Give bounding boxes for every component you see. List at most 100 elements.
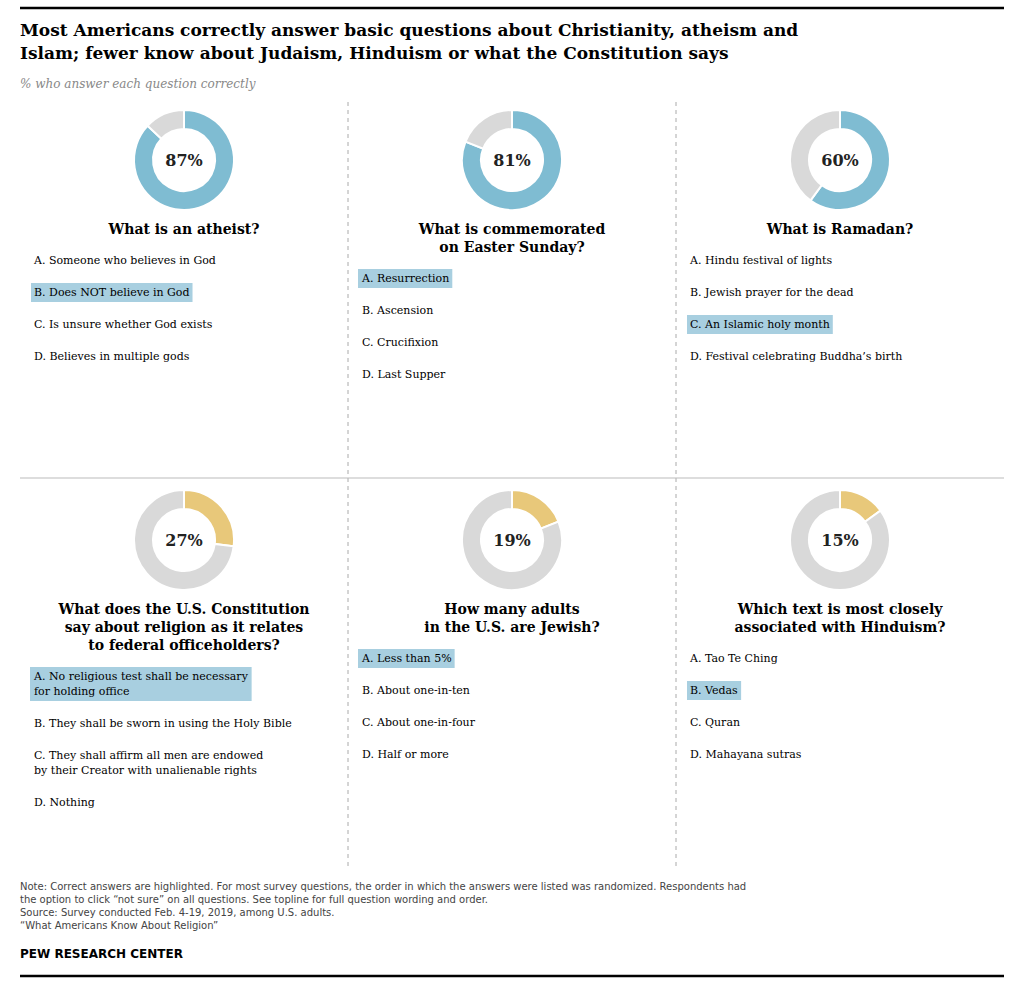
donut-slice [512, 490, 558, 529]
question-line: What is an atheist? [107, 221, 259, 237]
question-panel: 81% What is commemorated on Easter Sunday?… [358, 110, 605, 381]
donut-slice [148, 110, 184, 139]
answer-label-line: A. Someone who believes in God [33, 254, 216, 267]
note-line: Note: Correct answers are highlighted. F… [20, 881, 746, 892]
answer: B. Jewish prayer for the dead [690, 286, 854, 299]
answer-label-line: for holding office [34, 685, 129, 698]
answer-label: B. They shall be sworn in using the Holy… [34, 717, 292, 730]
question: What is Ramadan? [766, 221, 914, 237]
title-line: Most Americans correctly answer basic qu… [20, 20, 798, 40]
donut-slice [462, 110, 562, 210]
answer-label: A. Someone who believes in God [33, 254, 216, 267]
answer: A. Someone who believes in God [33, 254, 216, 267]
answer: B. Ascension [362, 304, 433, 317]
answer: D. Last Supper [362, 368, 446, 381]
answer: A. Hindu festival of lights [689, 254, 832, 267]
answer-label: B. About one-in-ten [362, 684, 470, 697]
question-line: say about religion as it relates [65, 619, 304, 635]
answer-label-line: C. They shall affirm all men are endowed [34, 749, 263, 762]
question-line: associated with Hinduism? [735, 619, 946, 635]
answer-label: C. Quran [690, 716, 740, 729]
question-line: What is Ramadan? [766, 221, 914, 237]
question-line: in the U.S. are Jewish? [424, 619, 599, 635]
data-label: 27% [165, 531, 202, 550]
answer-label-line: A. No religious test shall be necessary [33, 670, 249, 683]
answer-label-line: A. Tao Te Ching [689, 652, 778, 665]
source-label: PEW RESEARCH CENTER [20, 947, 183, 961]
correct-highlight [358, 269, 452, 288]
answer-label-line: B. About one-in-ten [362, 684, 470, 697]
answer-label: B. Jewish prayer for the dead [690, 286, 854, 299]
title: Most Americans correctly answer basic qu… [20, 20, 798, 63]
answer-label: C. They shall affirm all men are endowed… [34, 749, 263, 777]
answer-label: D. Mahayana sutras [690, 748, 802, 761]
question-panel: 87% What is an atheist? A. Someone who bel… [31, 110, 260, 363]
answer-label-line: B. Ascension [362, 304, 433, 317]
correct-highlight [358, 649, 455, 668]
answer: C. Is unsure whether God exists [34, 318, 213, 331]
answer-label: C. An Islamic holy month [690, 318, 830, 331]
answer-label-line: C. Quran [690, 716, 740, 729]
data-label: 19% [493, 531, 530, 550]
answer: C. Quran [690, 716, 740, 729]
question-line: What is commemorated [418, 221, 606, 237]
question: How many adultsin the U.S. are Jewish? [424, 601, 599, 635]
question-panel: 27% What does the U.S. Constitutionsay ab… [30, 490, 309, 809]
answer-label-line: D. Believes in multiple gods [34, 350, 190, 363]
data-label: 60% [821, 151, 858, 170]
answer-label-line: D. Nothing [34, 796, 95, 809]
answer-label-line: B. Does NOT believe in God [34, 286, 190, 299]
donut-slice [462, 490, 562, 590]
question-line: to federal officeholders? [88, 637, 280, 653]
answer: C. They shall affirm all men are endowed… [34, 749, 263, 777]
correct-highlight [687, 681, 741, 700]
answer: C. About one-in-four [362, 716, 476, 729]
answer: A. Less than 5% [358, 649, 455, 668]
note-line: the option to click “not sure” on all qu… [20, 894, 488, 905]
answer-label: C. Is unsure whether God exists [34, 318, 213, 331]
answer: D. Believes in multiple gods [34, 350, 190, 363]
answer: B. About one-in-ten [362, 684, 470, 697]
answer-label: C. About one-in-four [362, 716, 476, 729]
answer-label: A. No religious test shall be necessary f… [33, 670, 249, 698]
answer-label-line: D. Festival celebrating Buddha’s birth [690, 350, 902, 363]
subtitle-line: % who answer each question correctly [20, 77, 256, 91]
question-line: Which text is most closely [737, 601, 944, 617]
data-label: 81% [493, 151, 530, 170]
question: What does the U.S. Constitutionsay about… [58, 601, 310, 653]
donut: 15% [790, 490, 890, 590]
answer: B. Does NOT believe in God [31, 283, 193, 302]
column-divider [348, 102, 349, 870]
answer-label-line: B. They shall be sworn in using the Holy… [34, 717, 292, 730]
answer: D. Mahayana sutras [690, 748, 802, 761]
donut: 19% [462, 490, 562, 590]
bottom-border [20, 975, 1004, 978]
question: Which text is most closely associated wit… [735, 601, 946, 635]
data-label: 87% [165, 151, 202, 170]
answer-label: A. Tao Te Ching [689, 652, 778, 665]
answer-label-line: A. Resurrection [361, 272, 449, 285]
answer-label: B. Vedas [690, 684, 738, 697]
data-label: 15% [821, 531, 858, 550]
answer: D. Half or more [362, 748, 449, 761]
answer-label: D. Believes in multiple gods [34, 350, 190, 363]
correct-highlight [687, 315, 833, 334]
question-line: on Easter Sunday? [439, 239, 584, 255]
answer-label: A. Less than 5% [361, 652, 452, 665]
answer-label: D. Nothing [34, 796, 95, 809]
answer: A. No religious test shall be necessary f… [30, 667, 252, 701]
answer-label-line: D. Last Supper [362, 368, 446, 381]
row-divider [20, 478, 1004, 479]
answer-label-line: A. Less than 5% [361, 652, 452, 665]
top-border [20, 7, 1004, 10]
donut-slice [790, 490, 890, 590]
answer-label-line: C. An Islamic holy month [690, 318, 830, 331]
answer-label: D. Half or more [362, 748, 449, 761]
question-panel: 19% How many adultsin the U.S. are Jewish… [358, 490, 600, 761]
answer-label-line: by their Creator with unalienable rights [34, 764, 257, 777]
answer-label-line: D. Half or more [362, 748, 449, 761]
answer: B. They shall be sworn in using the Holy… [34, 717, 292, 730]
page: Most Americans correctly answer basic qu… [0, 0, 1024, 984]
donut: 27% [134, 490, 234, 590]
note-line: “What Americans Know About Religion” [20, 920, 218, 931]
